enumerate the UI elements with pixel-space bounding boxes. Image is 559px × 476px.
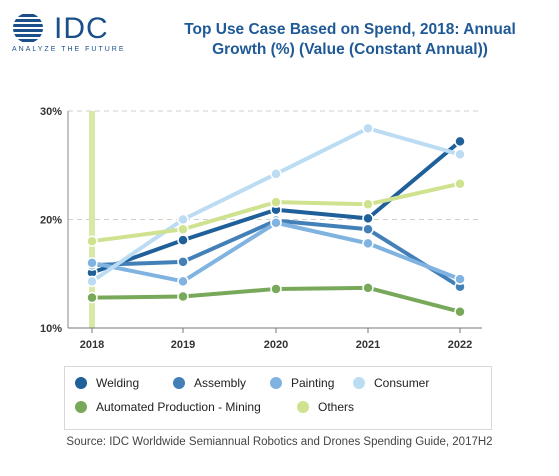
x-tick-label: 2022 <box>448 339 472 351</box>
data-point-welding <box>362 212 374 225</box>
data-point-welding <box>454 135 466 148</box>
data-point-others <box>86 235 98 247</box>
legend-item-painting: Painting <box>270 376 334 390</box>
y-tick-label: 20% <box>40 215 62 227</box>
logo-text: IDC <box>54 12 109 45</box>
data-point-others <box>362 198 374 211</box>
legend-swatch <box>270 377 282 389</box>
legend-swatch <box>75 377 87 389</box>
legend-item-welding: Welding <box>75 376 139 390</box>
x-tick-label: 2021 <box>356 339 380 351</box>
data-point-painting <box>362 237 374 250</box>
data-point-painting <box>86 257 98 269</box>
data-point-automated-production-mining <box>362 282 374 294</box>
x-tick-label: 2018 <box>80 339 104 351</box>
data-point-painting <box>270 217 282 229</box>
data-point-painting <box>454 273 466 285</box>
data-point-assembly <box>177 256 189 268</box>
legend-swatch <box>173 377 185 389</box>
legend-item-assembly: Assembly <box>173 376 246 390</box>
legend-label: Others <box>318 400 355 414</box>
logo-tagline: ANALYZE THE FUTURE <box>12 46 126 53</box>
legend-label: Painting <box>291 376 335 390</box>
highlight-band-2018 <box>89 111 95 328</box>
legend-label: Consumer <box>374 376 430 390</box>
source-note: Source: IDC Worldwide Semiannual Robotic… <box>66 436 493 448</box>
x-tick-label: 2019 <box>171 339 195 351</box>
data-point-others <box>177 223 189 236</box>
legend-label: Assembly <box>194 376 247 390</box>
chart-title-line-2: Growth (%) (Value (Constant Annual)) <box>212 41 488 58</box>
y-tick-label: 10% <box>40 323 62 335</box>
data-point-automated-production-mining <box>177 290 189 303</box>
data-point-consumer <box>270 168 282 180</box>
chart-title: Top Use Case Based on Spend, 2018: Annua… <box>150 20 550 60</box>
data-point-automated-production-mining <box>86 291 98 304</box>
data-point-consumer <box>362 122 374 135</box>
data-point-others <box>270 196 282 208</box>
legend-label: Automated Production - Mining <box>96 400 261 414</box>
legend-item-consumer: Consumer <box>353 376 429 390</box>
y-tick-label: 30% <box>40 106 62 118</box>
legend-swatch <box>297 401 309 413</box>
data-point-assembly <box>362 223 374 236</box>
x-tick-label: 2020 <box>264 339 288 351</box>
data-point-painting <box>177 275 189 288</box>
globe-icon <box>13 14 43 42</box>
data-point-automated-production-mining <box>270 283 282 295</box>
data-point-consumer <box>86 275 98 288</box>
idc-logo: IDC ANALYZE THE FUTURE <box>6 8 138 56</box>
data-point-consumer <box>454 148 466 161</box>
legend-label: Welding <box>96 376 140 390</box>
chart-legend: Welding Assembly Painting Consumer Automated… <box>64 366 492 430</box>
legend-swatch <box>353 377 365 389</box>
legend-item-automated-production-mining: Automated Production - Mining <box>75 400 261 414</box>
chart-title-line-1: Top Use Case Based on Spend, 2018: Annua… <box>184 21 516 38</box>
legend-item-others: Others <box>297 400 354 414</box>
data-point-consumer <box>177 213 189 226</box>
legend-swatch <box>75 401 87 413</box>
data-point-others <box>454 177 466 190</box>
data-point-automated-production-mining <box>454 305 466 318</box>
data-point-welding <box>177 234 189 246</box>
